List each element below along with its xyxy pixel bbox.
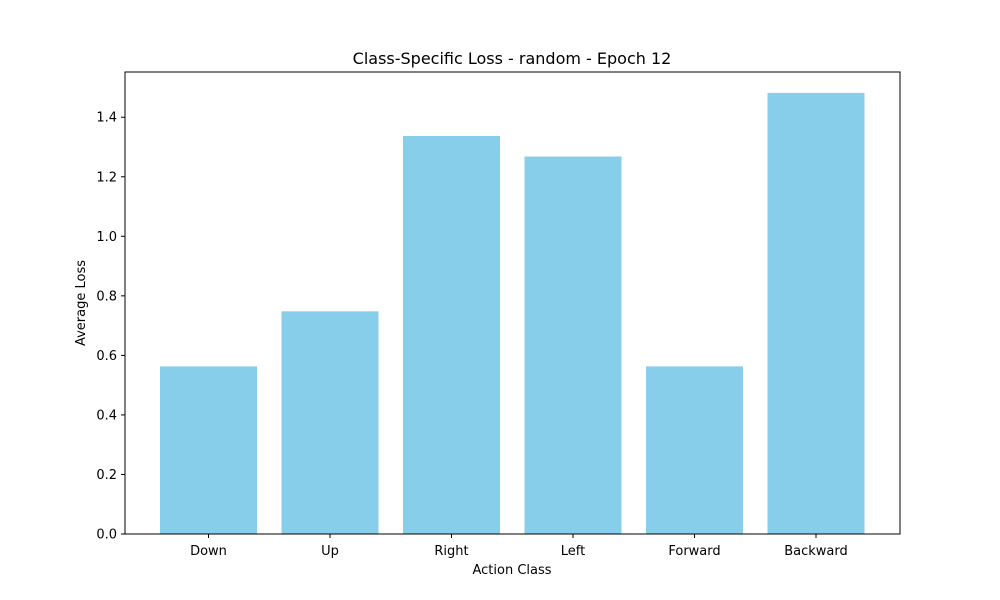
plot-frame bbox=[124, 71, 901, 535]
y-tick-label: 0.6 bbox=[96, 349, 117, 364]
bar-group bbox=[160, 92, 865, 534]
x-tick-label: Up bbox=[321, 544, 339, 559]
y-tick-label: 1.0 bbox=[96, 230, 117, 245]
y-tick-label: 0.8 bbox=[96, 289, 117, 304]
y-tick-label: 0.0 bbox=[96, 528, 117, 543]
y-axis-label: Average Loss bbox=[74, 260, 89, 346]
y-axis-ticks: 0.0 0.2 0.4 0.6 0.8 1.0 1.2 1.4 bbox=[96, 111, 125, 543]
bar-down bbox=[160, 366, 257, 534]
x-tick-label: Right bbox=[434, 544, 468, 559]
y-tick-label: 1.4 bbox=[96, 111, 117, 126]
bar-backward bbox=[767, 92, 865, 534]
y-tick-label: 0.2 bbox=[96, 468, 117, 483]
chart-title: Class-Specific Loss - random - Epoch 12 bbox=[353, 49, 672, 68]
y-tick-label: 1.2 bbox=[96, 170, 117, 185]
x-tick-label: Left bbox=[561, 544, 585, 559]
x-tick-label: Down bbox=[190, 544, 227, 559]
y-tick-label: 0.4 bbox=[96, 408, 117, 423]
x-axis-label: Action Class bbox=[472, 563, 551, 578]
x-tick-label: Backward bbox=[784, 544, 848, 559]
bar-left bbox=[524, 156, 622, 534]
bar-up bbox=[281, 311, 379, 534]
x-axis-ticks: Down Up Right Left Forward Backward bbox=[190, 534, 848, 559]
x-tick-label: Forward bbox=[668, 544, 720, 559]
bar-right bbox=[403, 136, 500, 534]
bar-forward bbox=[646, 366, 743, 534]
